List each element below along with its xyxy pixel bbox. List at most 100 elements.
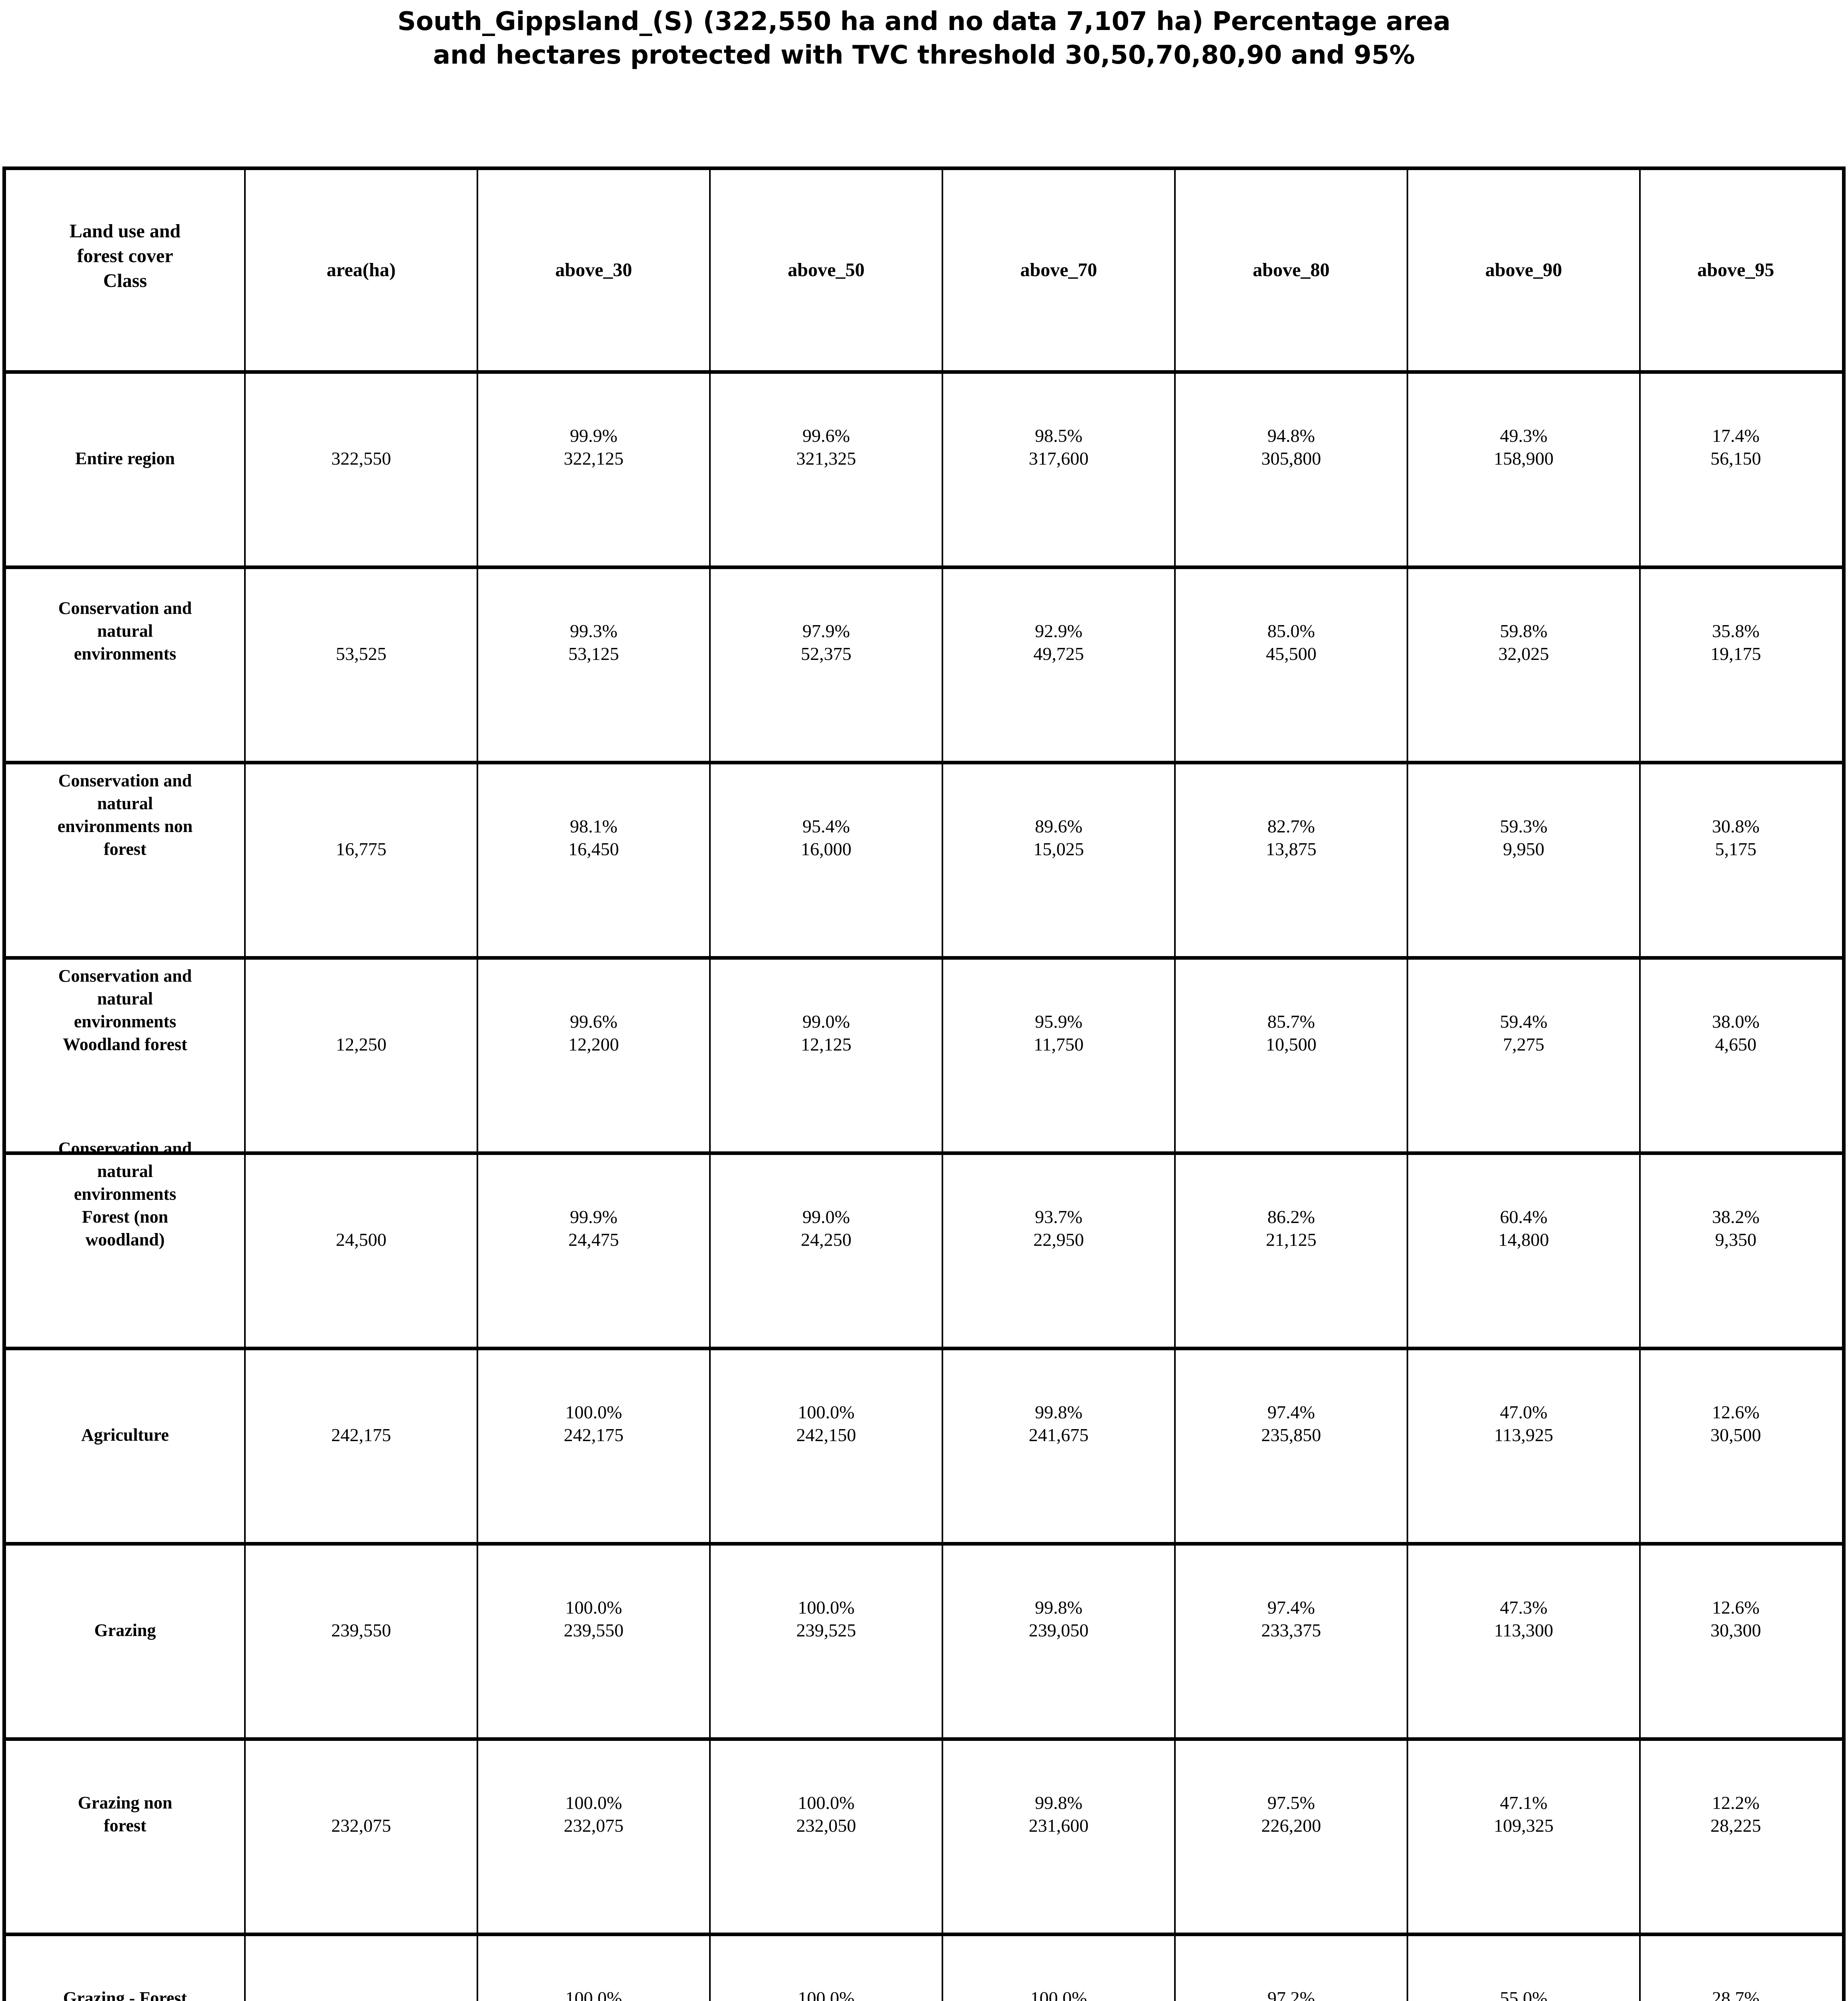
percent-value: 59.3% [1500,816,1547,836]
threshold-cell: 86.2% 21,125 [1174,1155,1407,1347]
hectares-value: 24,250 [801,1229,852,1250]
percent-value: 99.9% [570,425,617,446]
threshold-cell: 92.9% 49,725 [942,569,1174,761]
threshold-cell: 100.0% 232,075 [477,1741,709,1933]
percent-value: 97.4% [1267,1402,1315,1422]
row-label-cell: Agriculture [6,1350,244,1542]
hectares-value: 239,525 [796,1620,856,1640]
row-label-cell: Conservation and natural environments Wo… [6,960,244,1151]
table-row: Entire region 322,550 99.9% 322,125 99.6% 321… [6,370,1842,565]
hectares-value: 4,650 [1715,1034,1757,1055]
header-above-95: above_95 [1639,170,1831,370]
threshold-cell: 97.4% 233,375 [1174,1546,1407,1737]
percent-value: 49.3% [1500,425,1547,446]
table-row: Grazing - Forest (non woodland)6,275100.… [6,1933,1842,2001]
hectares-value: 49,725 [1033,644,1084,664]
threshold-cell: 95.9% 11,750 [942,960,1174,1151]
hectares-value: 239,550 [563,1620,624,1640]
threshold-cell: 99.6% 321,325 [709,374,942,565]
area-cell: 16,775 [244,764,477,956]
hectares-value: 232,050 [796,1815,856,1836]
hectares-value: 45,500 [1266,644,1317,664]
hectares-value: 242,175 [563,1425,624,1445]
percent-value: 99.8% [1035,1792,1082,1813]
table-row: Conservation and natural environments Fo… [6,1139,1842,1347]
hectares-value: 231,600 [1028,1815,1089,1836]
row-label: Grazing non forest [78,1793,172,1835]
threshold-cell: 38.0% 4,650 [1639,960,1831,1151]
hectares-value: 21,125 [1266,1229,1317,1250]
table-row: Grazing 239,550 100.0% 239,550 100.0% 239,525… [6,1542,1842,1737]
area-value: 12,250 [336,1034,387,1055]
area-value: 242,175 [331,1425,391,1445]
area-value: 232,075 [331,1815,391,1836]
threshold-cell: 59.8% 32,025 [1407,569,1639,761]
percent-value: 89.6% [1035,816,1082,836]
percent-value: 92.9% [1035,621,1082,641]
threshold-cell: 93.7% 22,950 [942,1155,1174,1347]
hectares-value: 9,950 [1503,839,1545,859]
percent-value: 100.0% [565,1597,622,1618]
threshold-cell: 38.2% 9,350 [1639,1155,1831,1347]
hectares-value: 19,175 [1710,644,1761,664]
threshold-cell: 55.0%3,450 [1407,1936,1639,2001]
hectares-value: 5,175 [1715,839,1757,859]
percent-value: 98.5% [1035,425,1082,446]
threshold-cell: 97.5% 226,200 [1174,1741,1407,1933]
threshold-cell: 99.0% 12,125 [709,960,942,1151]
hectares-value: 53,125 [568,644,619,664]
area-cell: 53,525 [244,569,477,761]
hectares-value: 14,800 [1498,1229,1549,1250]
threshold-cell: 47.1% 109,325 [1407,1741,1639,1933]
hectares-value: 22,950 [1033,1229,1084,1250]
threshold-cell: 49.3% 158,900 [1407,374,1639,565]
hectares-value: 24,475 [568,1229,619,1250]
threshold-cell: 12.2% 28,225 [1639,1741,1831,1933]
percent-value: 12.2% [1712,1792,1760,1813]
hectares-value: 30,300 [1710,1620,1761,1640]
threshold-cell: 100.0% 242,150 [709,1350,942,1542]
row-label: Conservation and natural environments no… [57,771,193,859]
hectares-value: 158,900 [1493,448,1554,469]
area-value: 16,775 [336,839,387,859]
area-cell: 6,275 [244,1936,477,2001]
threshold-cell: 59.3% 9,950 [1407,764,1639,956]
hectares-value: 113,925 [1494,1425,1553,1445]
percent-value: 17.4% [1712,425,1760,446]
hectares-value: 13,875 [1266,839,1317,859]
percent-value: 47.0% [1500,1402,1547,1422]
row-label: Conservation and natural environments Wo… [58,966,192,1054]
page-title-line2: and hectares protected with TVC threshol… [433,40,1415,70]
hectares-value: 239,050 [1028,1620,1089,1640]
threshold-cell: 99.8% 231,600 [942,1741,1174,1933]
table-row: Conservation and natural environments no… [6,761,1842,956]
hectares-value: 317,600 [1028,448,1089,469]
threshold-cell: 98.5% 317,600 [942,374,1174,565]
percent-value: 97.4% [1267,1597,1315,1618]
percent-value: 28.7% [1712,1988,1760,2001]
header-above-70: above_70 [942,170,1174,370]
percent-value: 12.6% [1712,1597,1760,1618]
percent-value: 100.0% [798,1402,855,1422]
threshold-cell: 30.8% 5,175 [1639,764,1831,956]
hectares-value: 235,850 [1261,1425,1321,1445]
hectares-value: 113,300 [1494,1620,1553,1640]
row-label-cell: Grazing non forest [6,1741,244,1933]
hectares-value: 233,375 [1261,1620,1321,1640]
threshold-cell: 85.0% 45,500 [1174,569,1407,761]
threshold-cell: 99.6% 12,200 [477,960,709,1151]
page-title-line1: South_Gippsland_(S) (322,550 ha and no d… [397,7,1451,36]
row-label-cell: Grazing [6,1546,244,1737]
threshold-cell: 99.9% 24,475 [477,1155,709,1347]
percent-value: 35.8% [1712,621,1760,641]
hectares-value: 12,125 [801,1034,852,1055]
header-above-80: above_80 [1174,170,1407,370]
percent-value: 59.4% [1500,1011,1547,1032]
percent-value: 99.3% [570,621,617,641]
threshold-cell: 99.9% 322,125 [477,374,709,565]
percent-value: 98.1% [570,816,617,836]
threshold-cell: 99.0% 24,250 [709,1155,942,1347]
hectares-value: 9,350 [1715,1229,1757,1250]
hectares-value: 52,375 [801,644,852,664]
threshold-cell: 100.0% 232,050 [709,1741,942,1933]
